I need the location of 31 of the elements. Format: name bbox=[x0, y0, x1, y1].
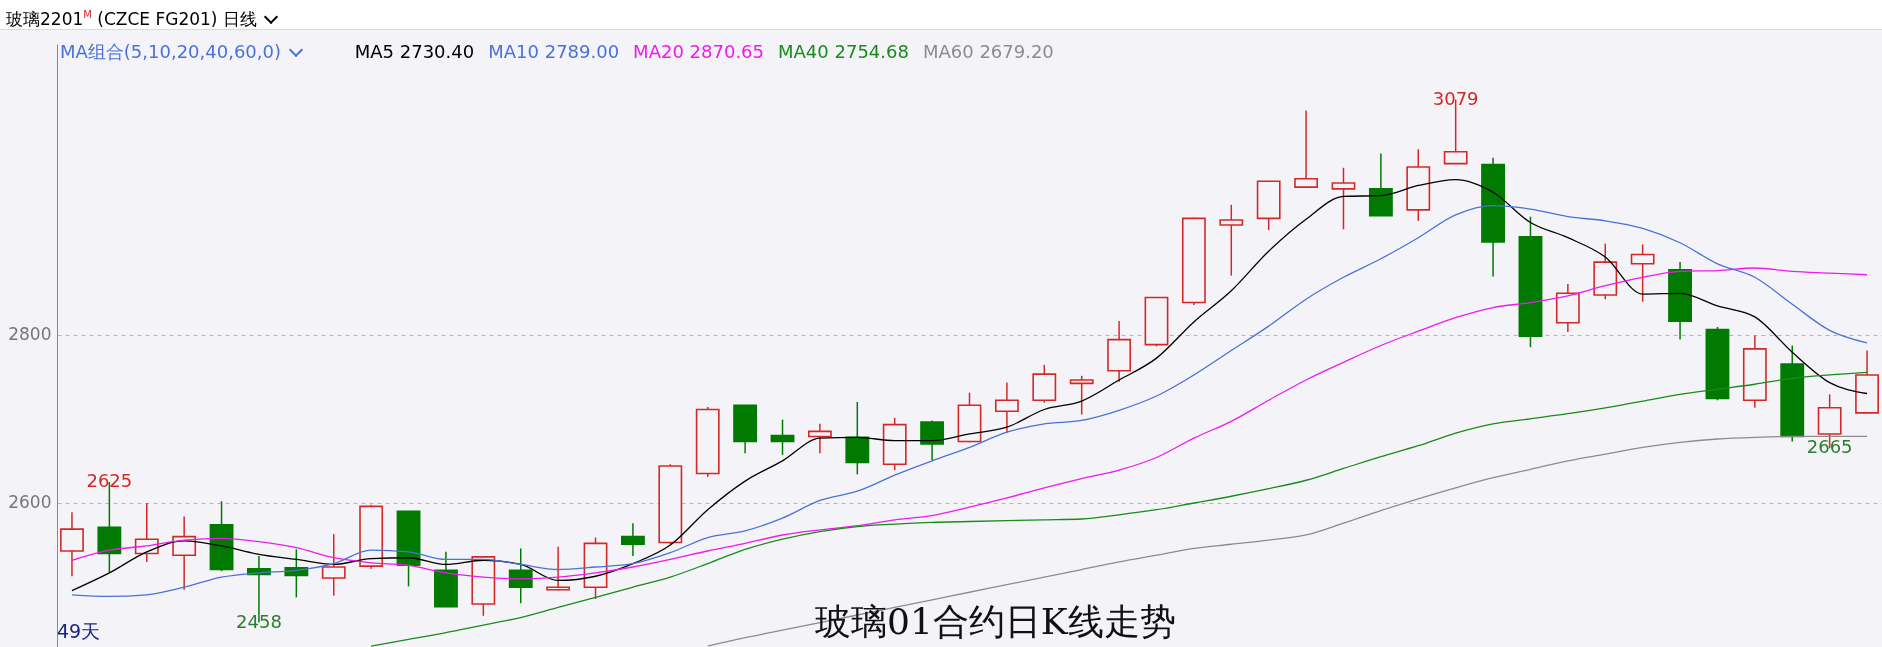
candlestick bbox=[994, 381, 1019, 434]
annotation: 玻璃01合约日K线走势 bbox=[815, 600, 1176, 644]
candlestick bbox=[60, 511, 84, 578]
line-series bbox=[707, 435, 1868, 647]
line-series bbox=[71, 267, 1868, 580]
text: MA5 2730.40 bbox=[354, 41, 475, 62]
candlestick bbox=[1294, 109, 1318, 188]
annotation: 3079 bbox=[1432, 87, 1479, 109]
chart-title: 玻璃2201$^{M}$ (CZCE FG201) 日线 bbox=[0, 0, 1882, 30]
text: MA40 2754.68 bbox=[778, 41, 909, 62]
y-tick-label: 2600 bbox=[8, 492, 52, 513]
candlestick bbox=[621, 522, 645, 557]
text: MA10 2789.00 bbox=[488, 41, 620, 62]
candlestick bbox=[321, 533, 346, 597]
candlestick bbox=[920, 419, 945, 461]
candlestick bbox=[546, 546, 571, 592]
annotation: 2625 bbox=[86, 469, 133, 491]
candlestick bbox=[1331, 167, 1356, 231]
candlestick bbox=[1069, 375, 1094, 416]
annotation: 2458 bbox=[236, 610, 282, 632]
candlestick bbox=[807, 423, 832, 455]
annotation: 49天 bbox=[57, 619, 101, 644]
candlestick bbox=[1630, 243, 1655, 303]
annotation: 2665 bbox=[1806, 436, 1853, 458]
chart-subtitle: MA组合(5,10,20,40,60,0) bbox=[60, 40, 283, 64]
y-tick-label: 2800 bbox=[8, 324, 52, 345]
candlestick bbox=[770, 418, 795, 456]
text: MA60 2679.20 bbox=[922, 41, 1054, 62]
text: MA20 2870.65 bbox=[633, 41, 765, 62]
candlestick bbox=[1219, 204, 1244, 277]
candlestick bbox=[508, 547, 533, 604]
